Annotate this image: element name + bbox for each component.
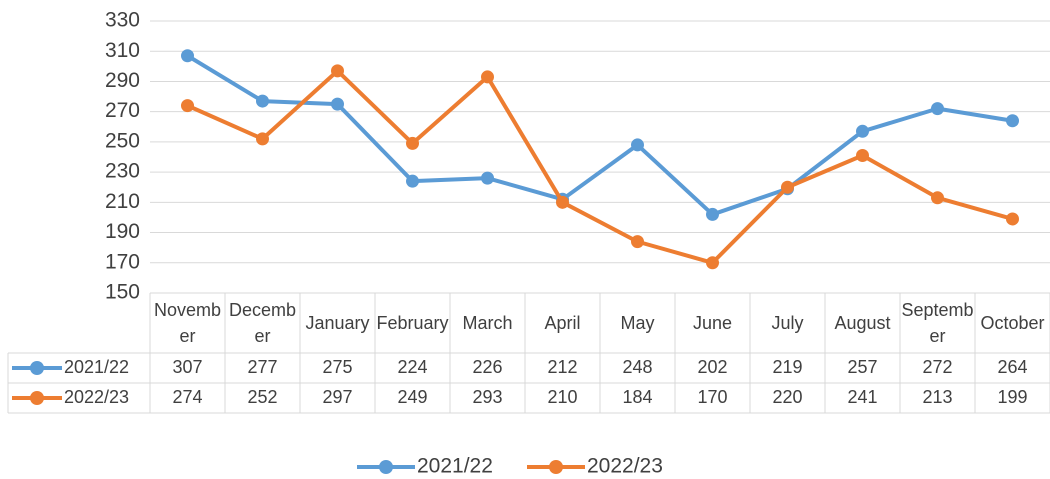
point <box>706 256 719 270</box>
point <box>481 171 494 185</box>
x-tick-label: August <box>834 313 891 333</box>
point <box>856 124 869 138</box>
table-legend-marker <box>30 391 44 405</box>
table-value: 241 <box>847 387 877 407</box>
point <box>781 180 794 194</box>
table-value: 272 <box>922 357 952 377</box>
point <box>256 132 269 146</box>
table-legend-marker <box>30 361 44 375</box>
x-tick-label: July <box>771 313 804 333</box>
y-tick-label: 250 <box>105 129 140 152</box>
table-value: 219 <box>772 357 802 377</box>
table-value: 293 <box>472 387 502 407</box>
point <box>931 102 944 116</box>
table-value: 199 <box>997 387 1027 407</box>
table-value: 213 <box>922 387 952 407</box>
table-legend-text: 2021/22 <box>64 357 129 377</box>
legend-text: 2022/23 <box>587 455 663 478</box>
x-tick-label: September <box>901 300 974 346</box>
series-line <box>186 54 1013 217</box>
legend-marker <box>379 460 393 474</box>
x-tick-label: February <box>376 313 449 333</box>
y-tick-label: 270 <box>105 99 140 122</box>
point <box>1006 212 1019 226</box>
point <box>406 136 419 150</box>
x-tick-label: May <box>620 313 655 333</box>
table-value: 202 <box>697 357 727 377</box>
y-tick-label: 190 <box>105 220 140 243</box>
legend-text: 2021/22 <box>417 455 493 478</box>
table-value: 224 <box>397 357 427 377</box>
point <box>181 49 194 63</box>
table-value: 275 <box>322 357 352 377</box>
x-tick-label: November <box>153 300 222 346</box>
y-tick-label: 310 <box>105 39 140 62</box>
x-tick-label: June <box>692 313 733 333</box>
y-tick-label: 230 <box>105 160 140 183</box>
x-tick-label: January <box>305 313 370 333</box>
table-value: 252 <box>247 387 277 407</box>
point <box>706 207 719 221</box>
point <box>481 70 494 84</box>
point <box>256 94 269 108</box>
x-tick-label: October <box>980 313 1045 333</box>
table-value: 220 <box>772 387 802 407</box>
table-value: 297 <box>322 387 352 407</box>
table-value: 249 <box>397 387 427 407</box>
point <box>631 235 644 249</box>
y-tick-label: 170 <box>105 250 140 273</box>
point <box>1006 114 1019 128</box>
table-value: 274 <box>172 387 202 407</box>
point <box>856 148 869 162</box>
y-tick-label: 330 <box>105 9 140 32</box>
table-value: 184 <box>622 387 652 407</box>
table-value: 257 <box>847 357 877 377</box>
point <box>406 174 419 188</box>
y-tick-label: 150 <box>105 281 140 304</box>
point <box>556 195 569 209</box>
point <box>331 97 344 111</box>
table-value: 307 <box>172 357 202 377</box>
series-line <box>186 68 1014 265</box>
x-tick-label: December <box>228 300 297 346</box>
table-value: 170 <box>697 387 727 407</box>
x-tick-label: March <box>462 313 513 333</box>
y-tick-label: 210 <box>105 190 140 213</box>
table-value: 248 <box>622 357 652 377</box>
legend-marker <box>549 460 563 474</box>
table-value: 226 <box>472 357 502 377</box>
point <box>931 191 944 205</box>
table-value: 277 <box>247 357 277 377</box>
x-tick-label: April <box>544 313 581 333</box>
table-value: 264 <box>997 357 1027 377</box>
table-legend-text: 2022/23 <box>64 387 129 407</box>
table-value: 212 <box>547 357 577 377</box>
table-value: 210 <box>547 387 577 407</box>
y-tick-label: 290 <box>105 69 140 92</box>
point <box>331 64 344 78</box>
point <box>631 138 644 152</box>
point <box>181 99 194 113</box>
